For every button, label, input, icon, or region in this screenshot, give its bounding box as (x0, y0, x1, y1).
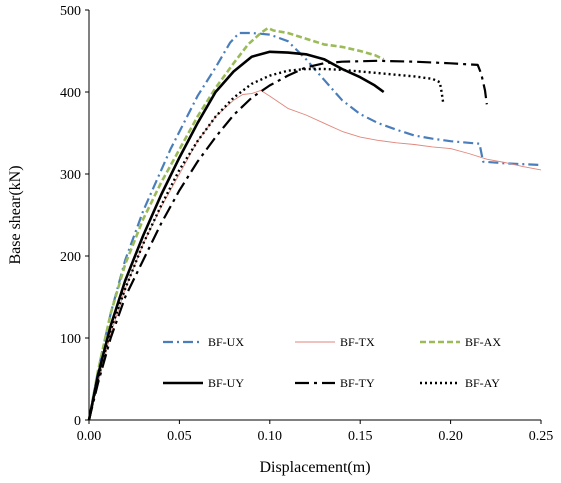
legend-label-bf-uy: BF-UY (208, 376, 244, 390)
axes: 0 100 200 300 400 500 0.00 0.05 0.10 0.15 0.20 0.25 (60, 4, 553, 444)
y-axis-title: Base shear(kN) (7, 165, 24, 264)
legend-label-bf-tx: BF-TX (340, 335, 375, 349)
legend-label-bf-ax: BF-AX (465, 335, 501, 349)
series-line-bf-ax (87, 26, 385, 421)
legend-label-bf-ty: BF-TY (340, 376, 375, 390)
series-line-bf-uy (87, 50, 385, 421)
y-tick-label: 500 (60, 4, 81, 19)
x-tick-label: 0.25 (529, 429, 554, 444)
y-tick-label: 400 (60, 86, 81, 101)
series-line-bf-tx (88, 89, 542, 421)
y-tick-label: 300 (60, 168, 81, 183)
y-tick-label: 0 (74, 414, 81, 429)
legend-label-bf-ux: BF-UX (208, 335, 244, 349)
series-line-bf-ty (87, 59, 488, 421)
x-tick-label: 0.00 (77, 429, 102, 444)
x-tick-label: 0.15 (348, 429, 373, 444)
x-axis-title: Displacement(m) (259, 459, 370, 476)
x-tick-label: 0.10 (258, 429, 283, 444)
y-tick-label: 100 (60, 332, 81, 347)
series-line-bf-ux (87, 31, 542, 421)
legend-label-bf-ay: BF-AY (465, 376, 500, 390)
x-tick-label: 0.20 (438, 429, 463, 444)
y-tick-label: 200 (60, 250, 81, 265)
series-line-bf-ay (87, 67, 445, 421)
legend: BF-UX BF-TX BF-AX BF-UY BF-TY BF-AY (163, 335, 501, 390)
x-tick-label: 0.05 (167, 429, 192, 444)
plot-area (87, 26, 542, 421)
